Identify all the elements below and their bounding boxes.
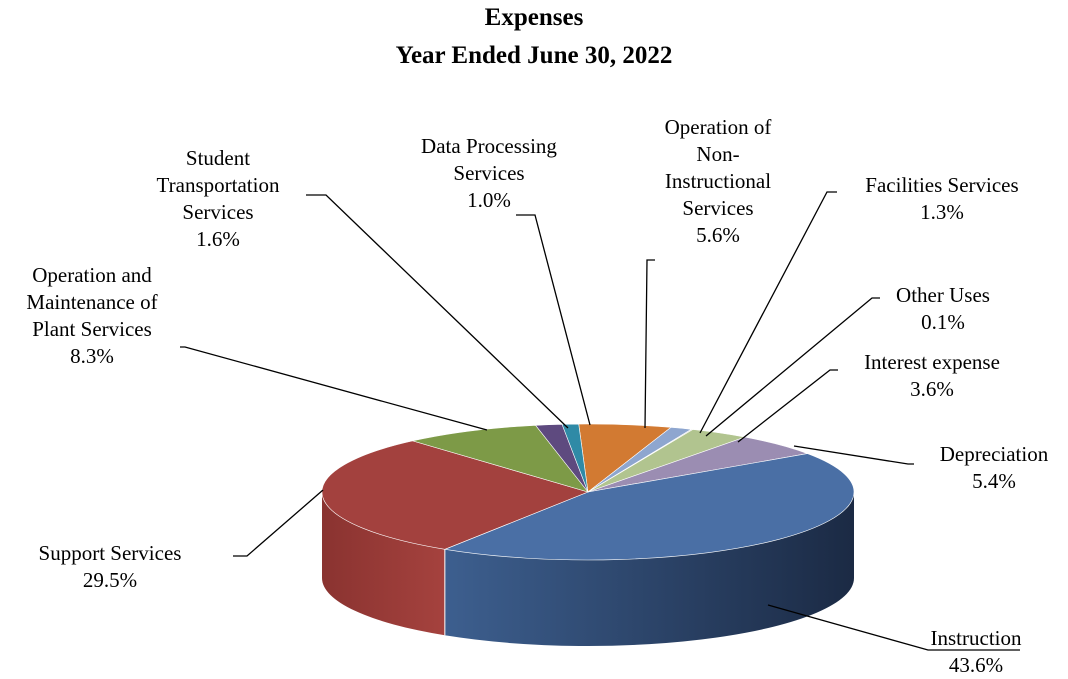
slice-label-value: 5.4% — [972, 469, 1016, 493]
leader-line — [644, 259, 655, 429]
slice-label-other-uses: Other Uses 0.1% — [868, 282, 1018, 336]
slice-label-name-line: Maintenance of — [26, 290, 158, 314]
slice-label-name-line: Student — [185, 146, 251, 170]
slice-label-name-line: Non- — [696, 142, 740, 166]
slice-label-name-line: Services — [182, 200, 254, 224]
slice-label-student-transportation-services: Student Transportation Services 1.6% — [118, 145, 318, 253]
slice-label-name-line: Instructional — [664, 169, 772, 193]
slice-label-facilities-services: Facilities Services 1.3% — [837, 172, 1047, 226]
pie-slice-data-processing-services — [561, 423, 589, 493]
pie-side-support-services — [322, 492, 445, 636]
leader-line — [699, 191, 837, 434]
slice-label-name-line: Instruction — [930, 626, 1022, 650]
leader-line — [180, 346, 488, 431]
slice-label-name-line: Services — [453, 161, 525, 185]
leader-line — [306, 194, 569, 429]
slice-label-name-line: Other Uses — [896, 283, 990, 307]
slice-label-value: 1.0% — [467, 188, 511, 212]
slice-label-value: 43.6% — [948, 653, 1004, 677]
slice-label-operation-and-maintenance-of-plant-services: Operation and Maintenance of Plant Service… — [0, 262, 187, 370]
leader-line — [793, 445, 914, 465]
slice-label-support-services: Support Services 29.5% — [0, 540, 220, 594]
pie-slice-support-services — [321, 440, 589, 550]
slice-label-name-line: Facilities Services — [865, 173, 1019, 197]
pie-slice-operation-and-maintenance-of-plant-services — [412, 425, 589, 493]
slice-label-name-line: Support Services — [38, 541, 182, 565]
slice-label-value: 1.3% — [920, 200, 964, 224]
slice-label-name-line: Operation of — [664, 115, 772, 139]
slice-label-data-processing-services: Data Processing Services 1.0% — [389, 133, 589, 214]
pie-slice-instruction — [443, 453, 855, 561]
leader-line — [233, 489, 324, 557]
slice-label-value: 29.5% — [82, 568, 138, 592]
slice-label-name-line: Services — [682, 196, 754, 220]
slice-label-value: 8.3% — [70, 344, 114, 368]
slice-label-name-line: Data Processing — [421, 134, 557, 158]
slice-label-operation-of-non-instructional-services: Operation of Non- Instructional Services 5.6… — [638, 114, 798, 249]
slice-label-depreciation: Depreciation 5.4% — [914, 441, 1068, 495]
chart-subtitle: Year Ended June 30, 2022 — [395, 42, 673, 69]
leader-line — [516, 214, 591, 426]
leader-line — [737, 369, 838, 443]
slice-label-name-line: Depreciation — [939, 442, 1049, 466]
chart-title: Expenses — [484, 4, 584, 31]
slice-label-interest-expense: Interest expense 3.6% — [832, 349, 1032, 403]
pie-side-instruction — [444, 492, 854, 646]
slice-label-value: 3.6% — [910, 377, 954, 401]
leader-line — [767, 604, 1020, 651]
slice-label-name-line: Interest expense — [864, 350, 1000, 374]
slice-label-value: 0.1% — [921, 310, 965, 334]
leader-line — [705, 297, 880, 437]
slice-label-name-line: Transportation — [156, 173, 280, 197]
slice-label-value: 5.6% — [696, 223, 740, 247]
slice-label-name-line: Plant Services — [32, 317, 152, 341]
slice-label-name-line: Operation and — [32, 263, 152, 287]
slice-label-instruction: Instruction 43.6% — [886, 625, 1066, 679]
slice-label-value: 1.6% — [196, 227, 240, 251]
